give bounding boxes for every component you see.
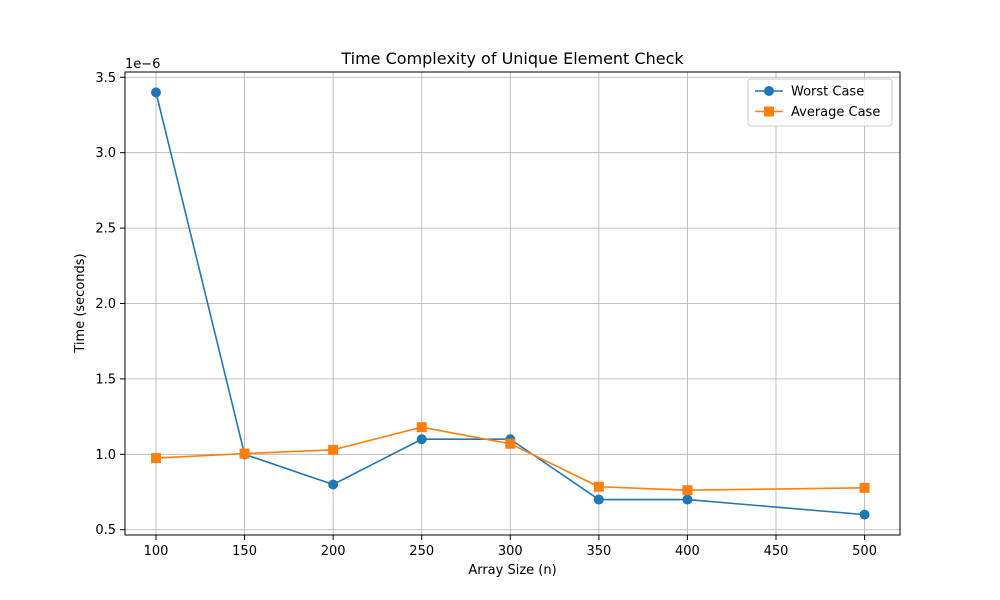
chart-legend: Worst Case Average Case <box>747 78 893 127</box>
average-case-line <box>155 426 865 492</box>
legend-box <box>747 78 893 127</box>
average-case-point <box>151 453 161 464</box>
average-case-point <box>682 485 693 496</box>
legend-label-worst-case: Worst Case <box>791 85 864 100</box>
y-tick-label: 2.0 <box>95 297 116 312</box>
y-axis-label: Time (seconds) <box>73 253 88 353</box>
y-tick-label: 2.5 <box>95 222 116 237</box>
x-axis-label: Array Size (n) <box>468 563 556 578</box>
x-tick-label: 500 <box>852 544 877 559</box>
average-case-point <box>328 444 339 455</box>
worst-case-point <box>593 494 604 505</box>
average-case-point <box>505 438 516 449</box>
x-tick-label: 150 <box>232 544 257 559</box>
y-tick-label: 1.0 <box>95 448 116 463</box>
legend-item-worst-case: Worst Case <box>755 85 864 100</box>
x-tick-label: 200 <box>321 544 346 559</box>
worst-case-point <box>682 494 693 505</box>
average-case-point <box>859 482 870 493</box>
x-tick-label: 300 <box>498 544 523 559</box>
worst-case-line <box>155 92 865 516</box>
y-axis-offset-text: 1e−6 <box>125 57 160 72</box>
x-tick-label: 350 <box>586 544 611 559</box>
grid-lines <box>125 72 900 535</box>
tick-layer: 100 150 200 250 300 350 400 450 500 0.5 1.0 1.5 2.0 2… <box>95 71 877 559</box>
legend-entries: Worst Case Average Case <box>755 85 880 120</box>
average-case-series <box>151 422 870 496</box>
legend-item-average-case: Average Case <box>755 105 880 120</box>
x-tick-label: 250 <box>409 544 434 559</box>
legend-label-average-case: Average Case <box>791 105 880 120</box>
average-case-point <box>239 448 250 459</box>
series-layer <box>151 87 870 520</box>
y-tick-label: 0.5 <box>95 523 116 538</box>
x-tick-label: 450 <box>764 544 789 559</box>
x-tick-label: 100 <box>144 544 169 559</box>
x-tick-label: 400 <box>675 544 700 559</box>
average-case-point <box>593 481 604 492</box>
y-tick-label: 3.0 <box>95 146 116 161</box>
chart-title: Time Complexity of Unique Element Check <box>340 49 684 68</box>
worst-case-point <box>328 479 339 490</box>
worst-case-point <box>859 509 870 520</box>
worst-case-point <box>416 434 427 445</box>
legend-marker-average-case <box>764 106 774 117</box>
y-tick-label: 1.5 <box>95 372 116 387</box>
worst-case-point <box>151 87 161 98</box>
y-tick-label: 3.5 <box>95 71 116 86</box>
legend-marker-worst-case <box>764 86 774 96</box>
average-case-point <box>416 422 427 433</box>
